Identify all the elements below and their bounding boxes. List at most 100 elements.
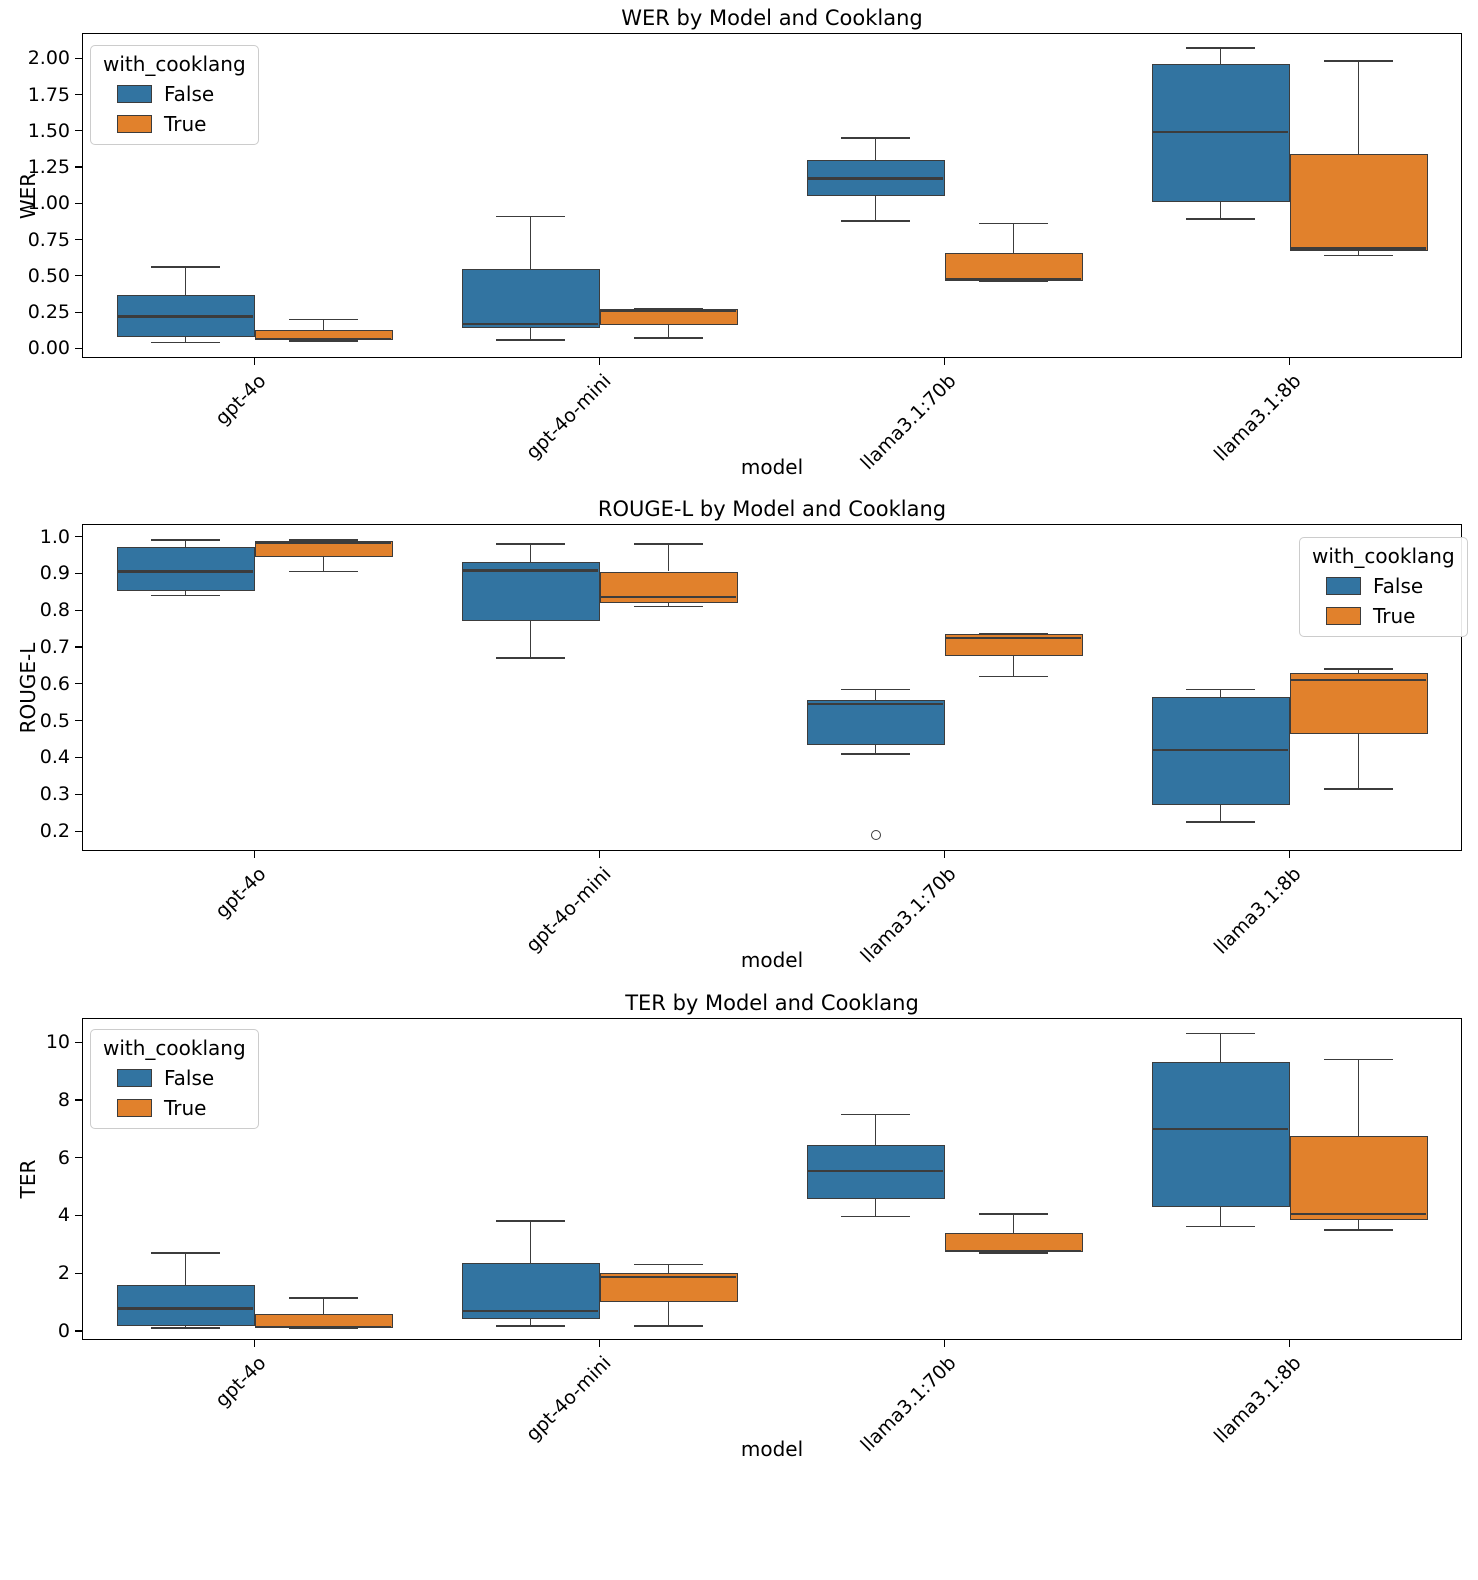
legend-item-true: True [117, 1096, 246, 1120]
whisker-stem [1357, 733, 1360, 789]
outlier-point [870, 829, 881, 840]
y-tick-mark [75, 347, 82, 349]
y-tick-mark [75, 57, 82, 59]
whisker-cap [151, 266, 220, 268]
boxplot-box [1289, 154, 1428, 252]
y-tick-label: 0.9 [39, 562, 70, 585]
legend-label: True [164, 112, 207, 136]
boxplot-box [1151, 1062, 1290, 1207]
x-axis-label-rouge: model [740, 948, 804, 972]
whisker-stem [184, 540, 187, 547]
whisker-cap [1324, 1058, 1393, 1061]
boxplot-box [254, 540, 393, 557]
whisker-stem [1012, 1214, 1015, 1233]
y-tick-mark [75, 1330, 82, 1332]
whisker-cap [979, 280, 1048, 283]
y-tick-label: 6 [57, 1146, 70, 1169]
chart-title-wer: WER by Model and Cooklang [621, 6, 923, 30]
whisker-cap [1186, 218, 1255, 221]
whisker-stem [1357, 1059, 1360, 1137]
whisker-stem [322, 556, 325, 572]
legend-label: False [164, 1066, 215, 1090]
median-line [256, 541, 391, 545]
whisker-stem [874, 689, 877, 701]
y-tick-label: 1.50 [27, 119, 70, 142]
boxplot-box [806, 700, 945, 745]
whisker-stem [1357, 1219, 1360, 1230]
whisker-cap [289, 318, 358, 321]
whisker-stem [529, 216, 532, 269]
whisker-cap [1186, 47, 1255, 49]
whisker-cap [1324, 1229, 1393, 1231]
whisker-stem [1357, 61, 1360, 154]
whisker-cap [1324, 60, 1393, 62]
whisker-cap [634, 1263, 703, 1266]
x-axis-label-ter: model [740, 1437, 804, 1461]
median-line [463, 322, 598, 325]
x-tick-label: gpt-4o [210, 1352, 271, 1412]
whisker-cap [151, 1252, 220, 1254]
y-tick-mark [75, 609, 82, 611]
figure: WER by Model and Cooklang WER model ROUG… [16, 6, 1468, 1461]
whisker-stem [1012, 223, 1015, 253]
y-tick-mark [75, 535, 82, 538]
x-tick-mark [598, 358, 601, 365]
whisker-stem [874, 138, 877, 160]
whisker-cap [496, 657, 565, 659]
whisker-stem [529, 543, 532, 562]
whisker-cap [634, 543, 703, 545]
whisker-stem [874, 744, 877, 754]
legend-item-false: False [117, 82, 246, 106]
whisker-cap [151, 594, 220, 597]
boxplot-box [1289, 672, 1428, 734]
whisker-cap [1186, 688, 1255, 691]
y-tick-label: 0.50 [27, 264, 70, 287]
median-line [463, 1309, 598, 1312]
whisker-cap [151, 1327, 220, 1329]
legend-item-true: True [1326, 604, 1455, 628]
y-tick-label: 1.75 [27, 83, 70, 106]
whisker-stem [1357, 669, 1360, 673]
y-tick-label: 0.8 [39, 599, 70, 622]
y-tick-label: 0.7 [39, 635, 70, 658]
median-line [1153, 748, 1288, 752]
y-tick-label: 0.5 [39, 709, 70, 732]
chart-title-ter: TER by Model and Cooklang [625, 991, 919, 1015]
whisker-stem [667, 325, 670, 339]
whisker-cap [1324, 668, 1393, 670]
median-line [601, 596, 736, 599]
median-line [463, 569, 598, 572]
y-tick-mark [75, 1157, 82, 1159]
legend-swatch-false [117, 85, 152, 103]
whisker-cap [496, 543, 565, 545]
whisker-cap [496, 1220, 565, 1223]
legend: with_cooklang False True [90, 45, 259, 145]
whisker-stem [1219, 805, 1222, 822]
x-tick-mark [1288, 358, 1291, 365]
median-line [118, 315, 253, 318]
whisker-stem [1219, 1033, 1222, 1063]
legend: with_cooklang False True [1299, 537, 1468, 637]
whisker-stem [322, 1297, 325, 1314]
whisker-cap [289, 1327, 358, 1330]
median-line [118, 1307, 253, 1310]
whisker-cap [1186, 821, 1255, 823]
legend-label: True [164, 1096, 207, 1120]
legend-swatch-true [117, 115, 152, 133]
y-tick-label: 1.0 [39, 525, 70, 548]
y-tick-label: 0.00 [27, 337, 70, 360]
whisker-stem [1219, 201, 1222, 220]
y-tick-label: 8 [57, 1089, 70, 1111]
whisker-cap [496, 1324, 565, 1327]
y-tick-label: 0.6 [39, 672, 70, 695]
whisker-cap [634, 337, 703, 340]
median-line [256, 1325, 391, 1329]
whisker-stem [667, 602, 670, 607]
whisker-cap [841, 219, 910, 222]
whisker-stem [184, 591, 187, 596]
x-tick-mark [943, 851, 946, 858]
y-tick-label: 2.00 [27, 47, 70, 70]
y-tick-label: 0.4 [39, 746, 70, 769]
whisker-cap [841, 688, 910, 691]
whisker-stem [322, 319, 325, 331]
